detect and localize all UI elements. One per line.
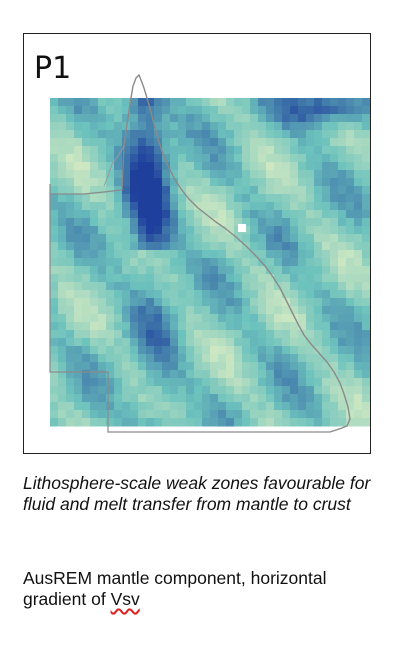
gradient-raster [50, 98, 370, 427]
western-border [49, 184, 330, 433]
nodata-cell [238, 224, 246, 232]
map-subcaption: AusREM mantle component, horizontal grad… [23, 568, 393, 610]
subcaption-vsv: Vsv [110, 589, 140, 609]
map-caption: Lithosphere-scale weak zones favourable … [23, 473, 371, 514]
subcaption-prefix: AusREM mantle component, horizontal grad… [23, 568, 327, 609]
state-border [50, 145, 125, 195]
gulf-coast [103, 145, 125, 187]
gradient-map: P1 [34, 51, 370, 433]
panel-label: P1 [34, 51, 71, 86]
map-panel: P1 [23, 33, 371, 454]
coastline-outline [123, 73, 351, 433]
